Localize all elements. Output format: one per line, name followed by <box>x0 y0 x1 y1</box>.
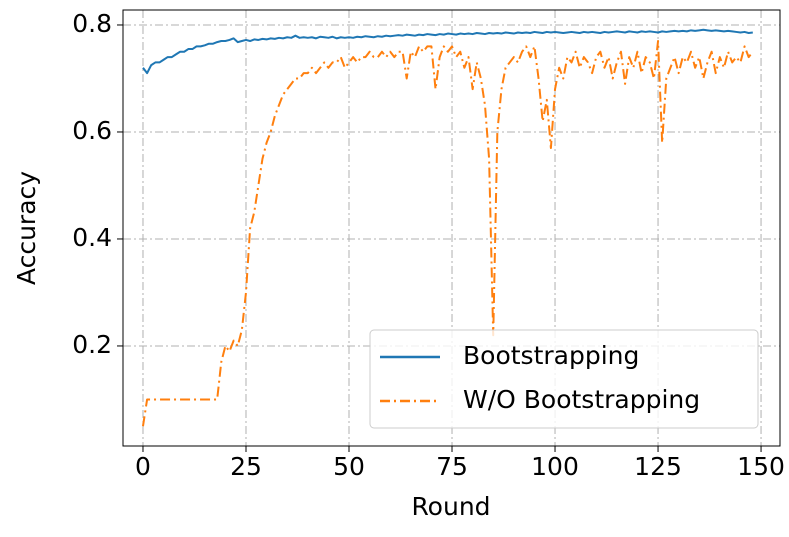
y-axis-label: Accuracy <box>12 171 41 285</box>
y-tick-label: 0.8 <box>72 9 112 38</box>
plot-frame <box>122 9 781 447</box>
series-line <box>142 28 753 75</box>
legend-label: Bootstrapping <box>463 341 639 370</box>
x-axis-label: Round <box>411 492 490 521</box>
legend-box <box>369 329 759 429</box>
y-tick-label: 0.4 <box>72 223 112 252</box>
y-tick-label: 0.6 <box>72 116 112 145</box>
series-line <box>141 40 754 427</box>
legend: Bootstrapping W/O Bootstrapping <box>369 329 759 429</box>
x-tick-label: 50 <box>333 452 365 481</box>
x-tick-label: 125 <box>634 452 682 481</box>
x-tick-label: 0 <box>135 452 151 481</box>
x-tick-label: 25 <box>230 452 262 481</box>
x-tick-label: 100 <box>531 452 579 481</box>
y-tick-label: 0.2 <box>72 330 112 359</box>
x-tick-label: 150 <box>737 452 785 481</box>
x-tick-label: 75 <box>436 452 468 481</box>
legend-label: W/O Bootstrapping <box>463 385 700 414</box>
